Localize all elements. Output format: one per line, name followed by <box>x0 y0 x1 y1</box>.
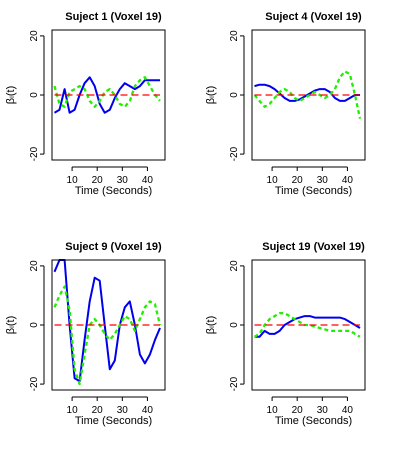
x-tick-label: 40 <box>342 175 354 186</box>
x-tick-label: 20 <box>92 405 104 416</box>
chart-title: Suject 1 (Voxel 19) <box>65 11 162 23</box>
chart-title: Suject 4 (Voxel 19) <box>265 11 362 23</box>
series-dashed-line <box>53 285 162 386</box>
plot-frame <box>51 29 166 161</box>
plot-frame <box>251 259 366 391</box>
x-tick-label: 30 <box>117 175 129 186</box>
chart-title: Suject 19 (Voxel 19) <box>262 241 365 253</box>
y-tick-label: 0 <box>29 92 40 98</box>
x-tick-label: 40 <box>142 175 154 186</box>
y-tick-label: 20 <box>229 30 240 42</box>
x-tick-label: 20 <box>292 175 304 186</box>
x-axis-label: Time (Seconds) <box>275 415 352 427</box>
series-dashed-line <box>253 70 362 119</box>
y-tick-label: 20 <box>229 260 240 272</box>
series-dashed-line <box>253 312 361 338</box>
plot-frame <box>251 29 366 161</box>
x-tick-label: 40 <box>342 405 354 416</box>
x-axis-label: Time (Seconds) <box>75 185 152 197</box>
x-axis-label: Time (Seconds) <box>75 415 152 427</box>
x-tick-label: 40 <box>142 405 154 416</box>
panel-2: Suject 4 (Voxel 19) -20 0 20 βₗ(t) 10 20 30 40Ti… <box>205 11 366 197</box>
panel-3: Suject 9 (Voxel 19) -20 0 20 βₗ(t) 10 20 30 40Ti… <box>5 241 166 427</box>
y-tick-label: 20 <box>29 30 40 42</box>
x-tick-label: 20 <box>92 175 104 186</box>
y-tick-label: 20 <box>29 260 40 272</box>
y-axis-label: βₗ(t) <box>5 316 17 335</box>
x-tick-label: 10 <box>67 405 79 416</box>
y-axis-label: βₗ(t) <box>205 316 217 335</box>
x-tick-label: 10 <box>67 175 79 186</box>
panel-4: Suject 19 (Voxel 19) -20 0 20 βₗ(t) 10 20 30 40T… <box>205 241 366 427</box>
x-tick-label: 30 <box>117 405 129 416</box>
x-tick-label: 30 <box>317 405 329 416</box>
series-solid-line <box>53 259 161 383</box>
y-tick-label: 0 <box>229 92 240 98</box>
y-tick-label: 0 <box>229 322 240 328</box>
y-tick-label: -20 <box>29 376 40 391</box>
y-tick-label: -20 <box>229 146 240 161</box>
y-axis-label: βₗ(t) <box>5 86 17 105</box>
panel-1: Suject 1 (Voxel 19) -20 0 20 βₗ(t) 10 20 30 40Ti… <box>5 11 166 197</box>
y-axis-label: βₗ(t) <box>205 86 217 105</box>
chart-title: Suject 9 (Voxel 19) <box>65 241 162 253</box>
plot-frame <box>51 259 166 391</box>
x-tick-label: 10 <box>267 405 279 416</box>
series-solid-line <box>254 83 360 102</box>
x-tick-label: 20 <box>292 405 304 416</box>
y-tick-label: -20 <box>29 146 40 161</box>
x-tick-label: 30 <box>317 175 329 186</box>
x-tick-label: 10 <box>267 175 279 186</box>
series-solid-line <box>254 315 361 338</box>
x-axis-label: Time (Seconds) <box>275 185 352 197</box>
series-dashed-line <box>53 76 161 108</box>
y-tick-label: -20 <box>229 376 240 391</box>
y-tick-label: 0 <box>29 322 40 328</box>
series-solid-line <box>53 76 160 114</box>
